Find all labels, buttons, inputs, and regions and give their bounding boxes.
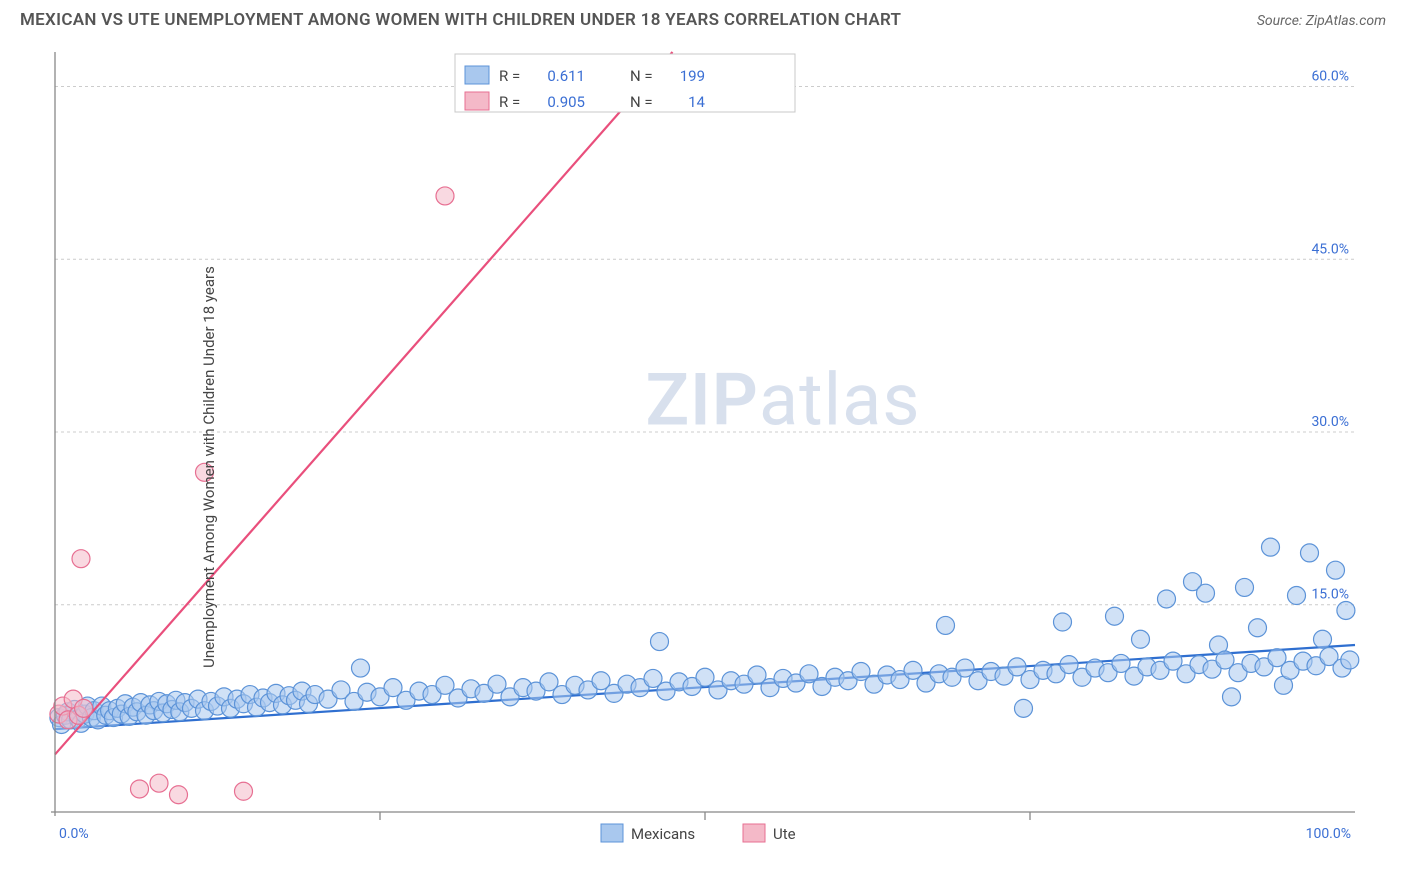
data-point: [1337, 601, 1355, 619]
legend-n-label: N =: [630, 67, 653, 85]
data-point: [1236, 578, 1254, 596]
y-tick-label: 45.0%: [1311, 241, 1349, 257]
data-point: [1262, 538, 1280, 556]
data-point: [937, 616, 955, 634]
data-point: [1015, 699, 1033, 717]
y-tick-label: 60.0%: [1311, 69, 1349, 85]
legend-n-value: 199: [680, 67, 705, 85]
data-point: [352, 659, 370, 677]
data-point: [131, 780, 149, 798]
data-point: [1288, 587, 1306, 605]
data-point: [1249, 619, 1267, 637]
data-point: [1301, 544, 1319, 562]
data-point: [75, 699, 93, 717]
watermark: ZIPatlas: [645, 357, 920, 442]
data-point: [1158, 590, 1176, 608]
data-point: [1327, 561, 1345, 579]
data-point: [1054, 613, 1072, 631]
legend-swatch: [465, 92, 489, 110]
legend-series-label: Ute: [773, 825, 796, 843]
data-point: [436, 187, 454, 205]
data-point: [150, 774, 168, 792]
data-point: [235, 782, 253, 800]
data-point: [1314, 630, 1332, 648]
legend-r-label: R =: [499, 67, 520, 85]
x-tick-label: 0.0%: [59, 826, 89, 842]
x-tick-label: 100.0%: [1306, 826, 1351, 842]
legend-n-label: N =: [630, 93, 653, 111]
legend-swatch: [601, 824, 623, 842]
data-point: [1341, 651, 1359, 669]
legend-series-label: Mexicans: [631, 825, 695, 843]
data-point: [72, 550, 90, 568]
data-point: [651, 633, 669, 651]
legend-r-value: 0.905: [547, 93, 585, 111]
y-tick-label: 30.0%: [1311, 414, 1349, 430]
legend-swatch: [465, 66, 489, 84]
y-axis-label: Unemployment Among Women with Children U…: [200, 266, 218, 668]
data-point: [170, 786, 188, 804]
chart-title: MEXICAN VS UTE UNEMPLOYMENT AMONG WOMEN …: [20, 10, 901, 30]
trend-line: [55, 52, 673, 754]
data-point: [1106, 607, 1124, 625]
legend-swatch: [743, 824, 765, 842]
legend-r-label: R =: [499, 93, 520, 111]
data-point: [1132, 630, 1150, 648]
legend-r-value: 0.611: [547, 67, 585, 85]
data-point: [1223, 688, 1241, 706]
y-tick-label: 15.0%: [1311, 587, 1349, 603]
source-attribution: Source: ZipAtlas.com: [1257, 13, 1386, 29]
data-point: [1197, 584, 1215, 602]
legend-n-value: 14: [688, 93, 705, 111]
